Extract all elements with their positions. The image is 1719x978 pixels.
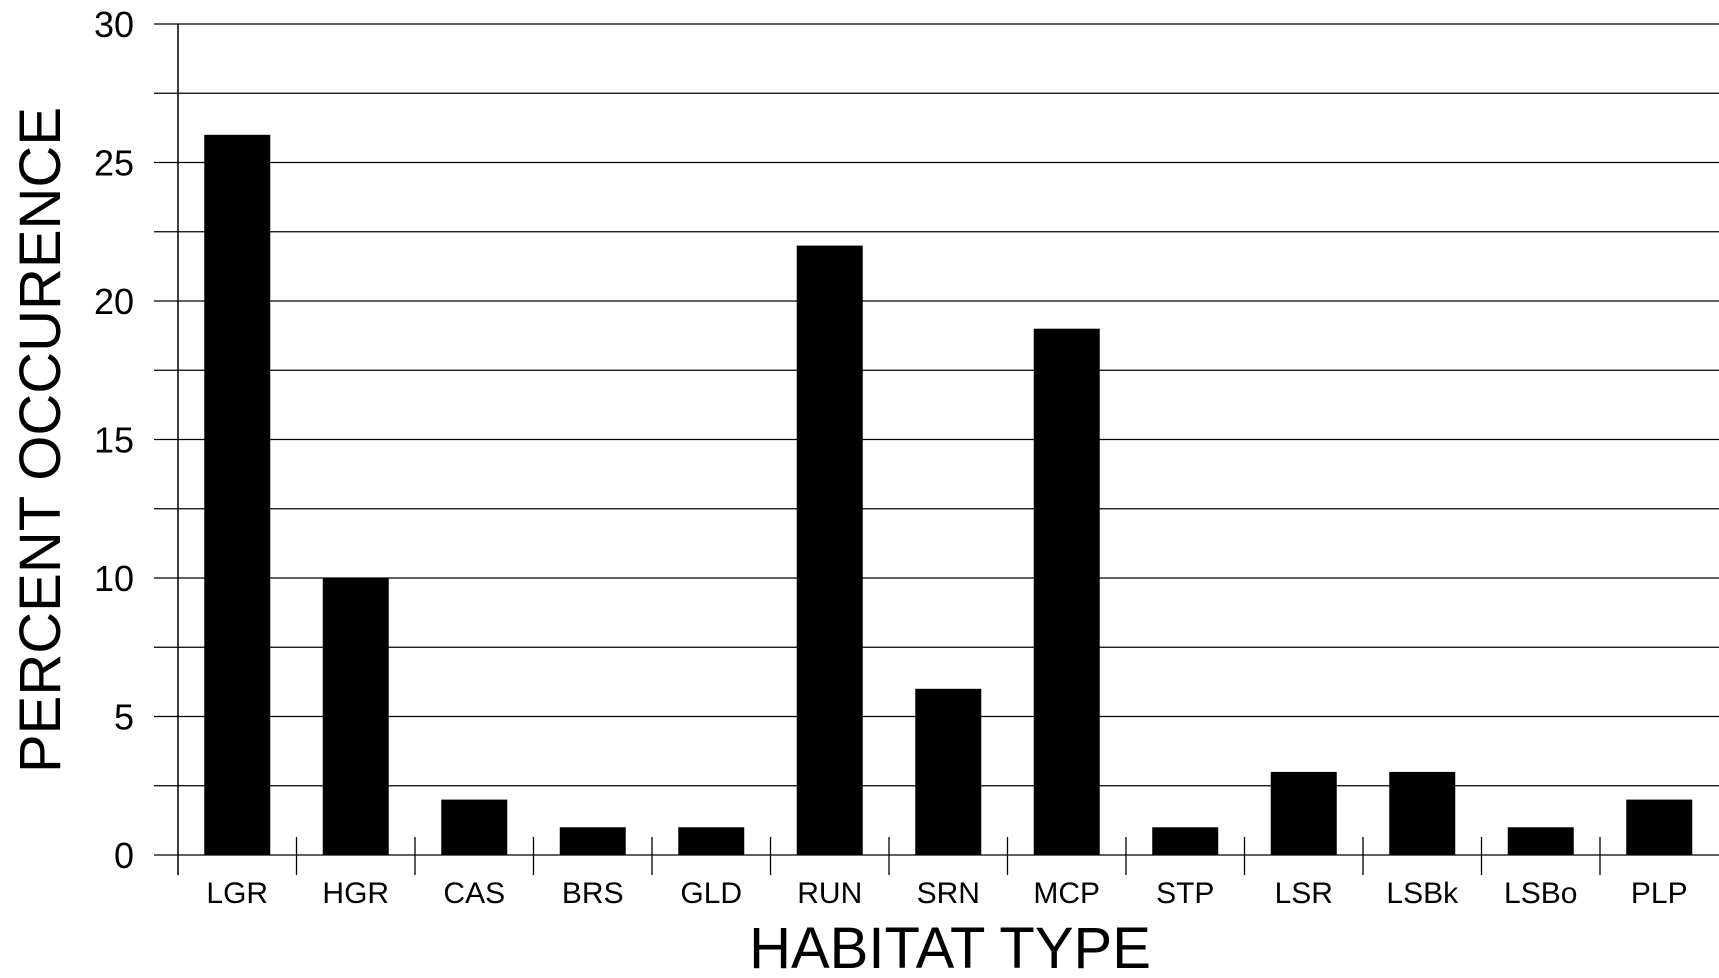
bars bbox=[204, 134, 1693, 856]
bar-brs bbox=[559, 827, 626, 855]
bar-lsbo bbox=[1507, 827, 1574, 855]
bar-lgr bbox=[204, 134, 271, 856]
bar-lsr bbox=[1270, 771, 1337, 855]
y-tick-label: 30 bbox=[94, 4, 134, 45]
bar-cas bbox=[441, 799, 508, 855]
y-axis-title: PERCENT OCCURENCE bbox=[8, 107, 73, 773]
y-tick-label: 5 bbox=[114, 697, 134, 738]
bar-lsbk bbox=[1389, 771, 1456, 855]
bar-srn bbox=[915, 688, 982, 855]
bar-run bbox=[796, 245, 863, 856]
x-tick-label: BRS bbox=[562, 877, 624, 910]
x-tick-label: CAS bbox=[443, 877, 505, 910]
bar-stp bbox=[1152, 827, 1219, 855]
x-tick-label: LSR bbox=[1275, 877, 1333, 910]
y-tick-label: 0 bbox=[114, 835, 134, 876]
gridlines bbox=[178, 23, 1719, 856]
y-tick-label: 25 bbox=[94, 143, 134, 184]
x-tick-labels: LGR HGR CAS BRS GLD RUN SRN MCP STP LSR LSBk LSBo PL… bbox=[206, 877, 1687, 910]
x-tick-label: LSBo bbox=[1504, 877, 1577, 910]
x-tick-label: PLP bbox=[1631, 877, 1688, 910]
x-axis-title: HABITAT TYPE bbox=[749, 916, 1151, 973]
bar-gld bbox=[678, 827, 745, 855]
x-tick-label: STP bbox=[1156, 877, 1214, 910]
x-tick-label: RUN bbox=[797, 877, 862, 910]
x-tick-label: LGR bbox=[206, 877, 268, 910]
x-tick-label: MCP bbox=[1033, 877, 1100, 910]
y-tick-labels: 0 5 10 15 20 25 30 bbox=[94, 4, 134, 876]
x-tick-label: HGR bbox=[322, 877, 389, 910]
axes bbox=[154, 23, 1601, 875]
bar-plp bbox=[1626, 799, 1693, 855]
x-tick-label: LSBk bbox=[1386, 877, 1459, 910]
y-tick-label: 20 bbox=[94, 281, 134, 322]
y-tick-label: 10 bbox=[94, 558, 134, 599]
x-tick-label: GLD bbox=[680, 877, 742, 910]
y-tick-label: 15 bbox=[94, 420, 134, 461]
bar-hgr bbox=[322, 578, 389, 855]
x-tick-label: SRN bbox=[917, 877, 980, 910]
bar-mcp bbox=[1033, 328, 1100, 855]
